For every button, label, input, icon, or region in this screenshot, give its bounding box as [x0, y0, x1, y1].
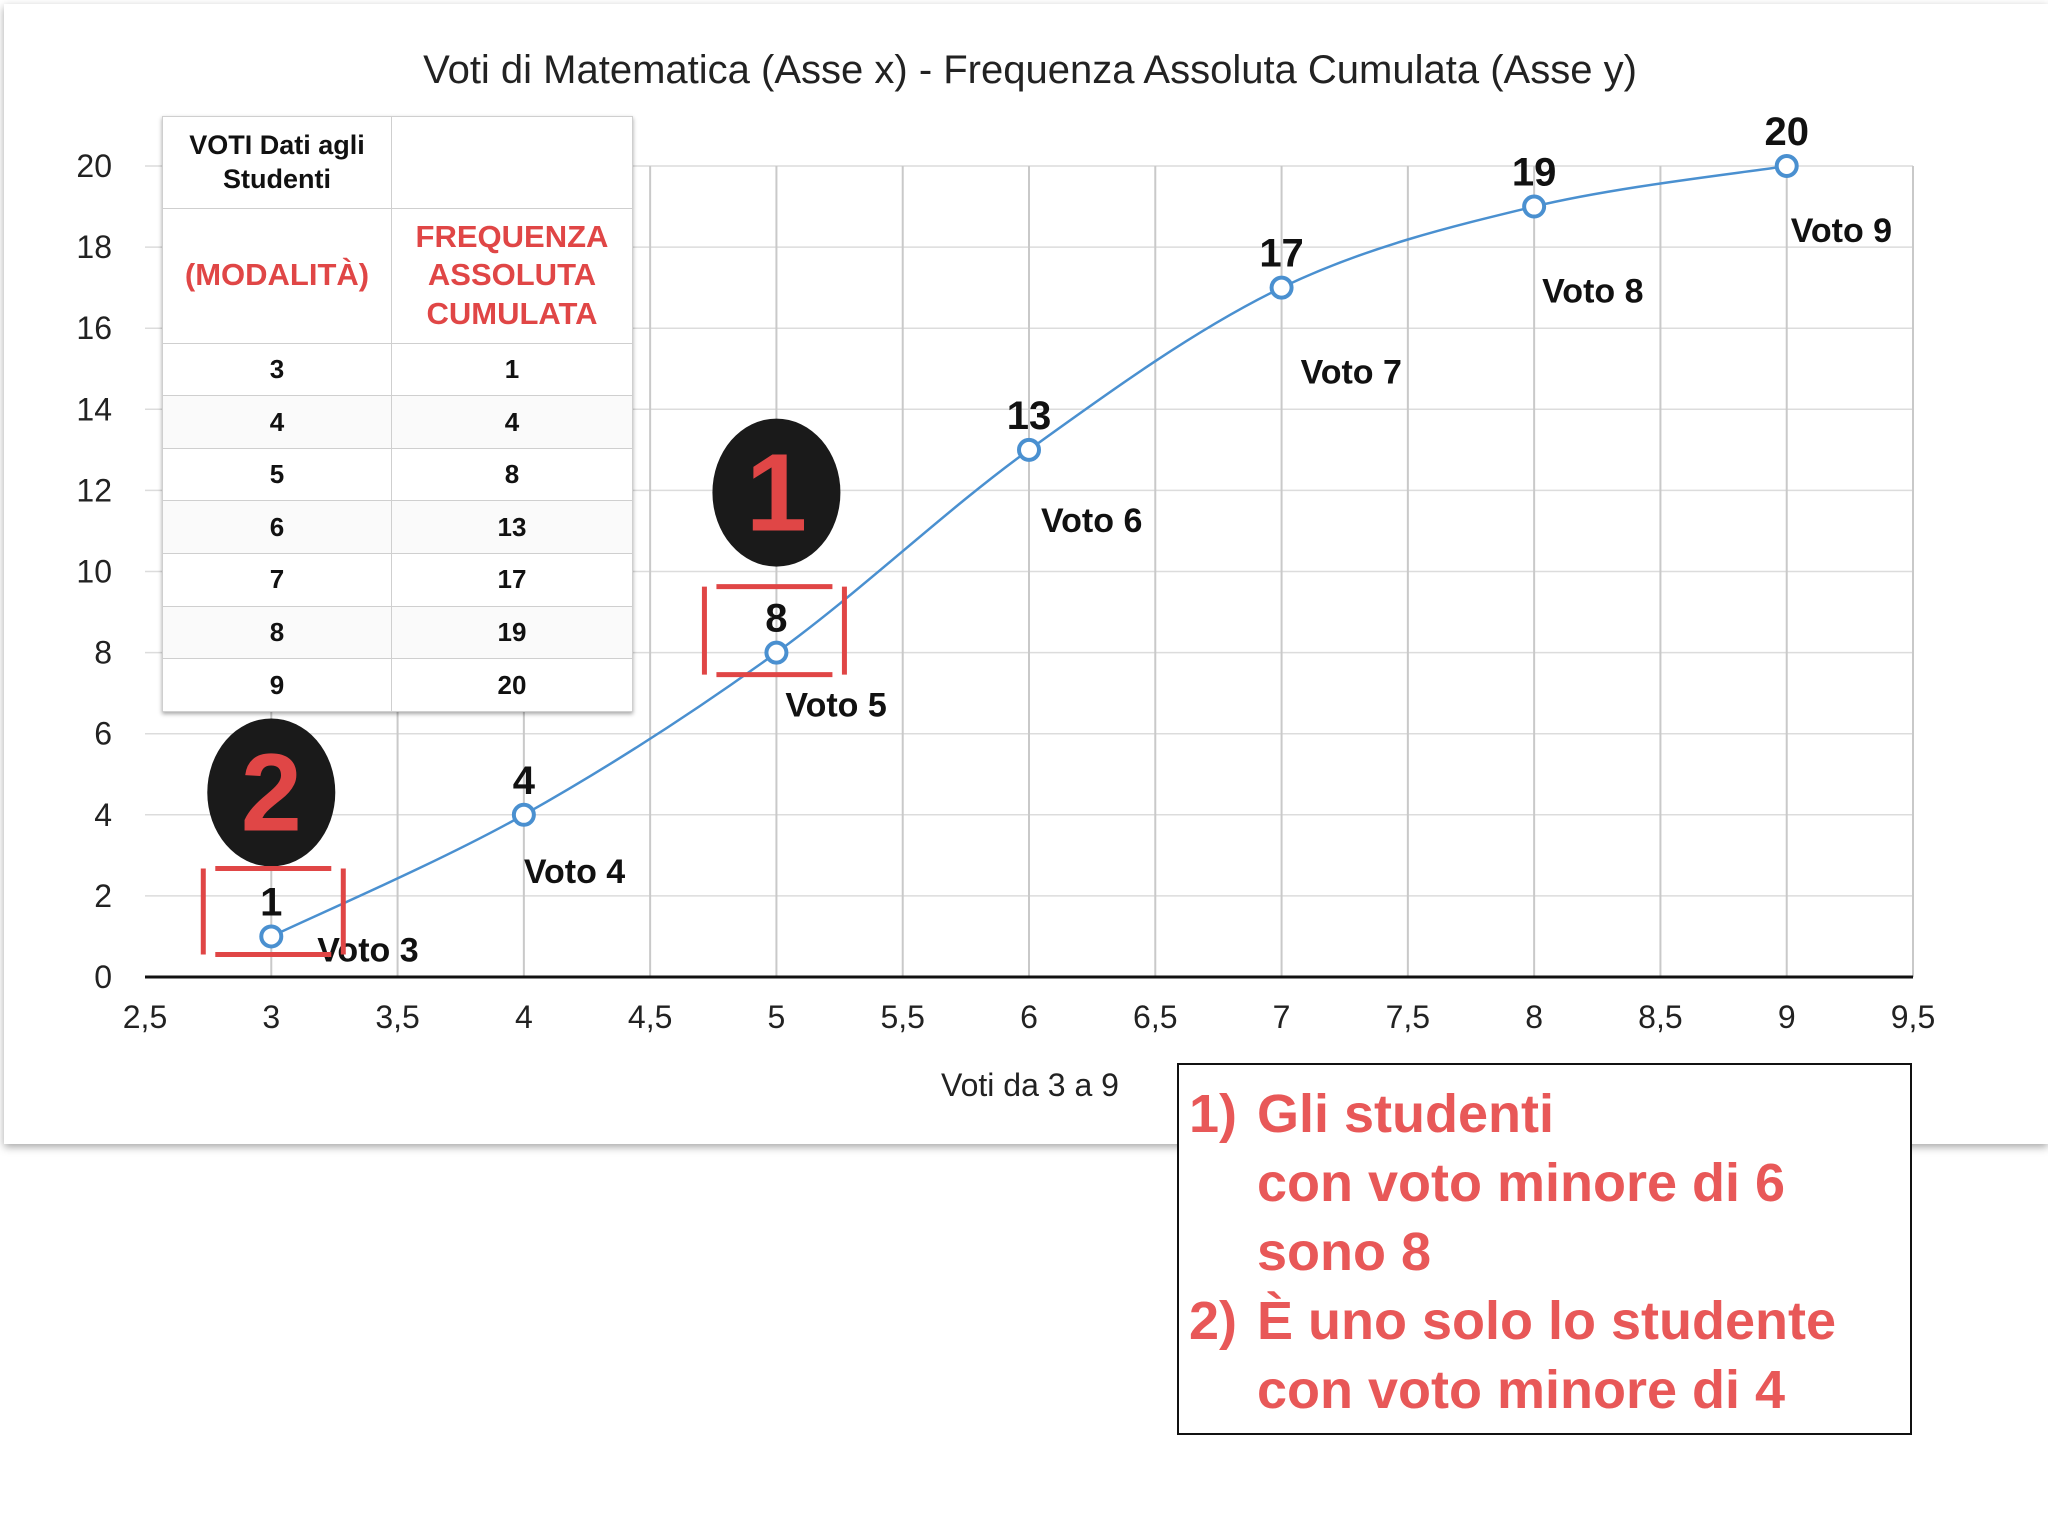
- x-tick-label: 8: [1525, 999, 1543, 1035]
- y-tick-label: 16: [76, 310, 112, 346]
- x-tick-label: 5,5: [880, 999, 924, 1035]
- table-cell-voto: 4: [162, 395, 392, 449]
- y-tick-label: 6: [94, 716, 112, 752]
- highlight-box: [200, 865, 346, 957]
- badge-circle: [207, 718, 336, 867]
- point-label: Voto 9: [1791, 212, 1892, 250]
- y-tick-label: 20: [76, 148, 112, 184]
- table-cell-frequenza: 8: [391, 447, 633, 502]
- point-label: Voto 8: [1542, 273, 1643, 311]
- x-axis-label: Voti da 3 a 9: [941, 1067, 1119, 1103]
- table-row: 9 20: [162, 658, 633, 712]
- y-tick-label: 12: [76, 472, 112, 508]
- table-row: 8 19: [162, 605, 633, 660]
- note-line-text: Gli studenti: [1257, 1084, 1554, 1144]
- table-cell-voto: 9: [162, 658, 392, 712]
- data-label: 19: [1512, 151, 1557, 195]
- table-cell-voto: 7: [162, 553, 392, 607]
- chart-title: Voti di Matematica (Asse x) - Frequenza …: [423, 48, 1637, 92]
- table-row: 6 13: [162, 500, 633, 555]
- y-tick-label: 8: [94, 635, 112, 671]
- y-tick-label: 14: [76, 391, 112, 427]
- table-row: 7 17: [162, 553, 633, 607]
- point-label: Voto 3: [317, 931, 418, 969]
- table-cell-frequenza: 17: [391, 553, 633, 607]
- note-line-text: con voto minore di 6: [1257, 1153, 1786, 1213]
- data-label: 8: [765, 597, 787, 641]
- table-header-voti: VOTI Dati agli Studenti: [162, 115, 392, 210]
- series-line: [259, 154, 1799, 949]
- x-tick-label: 9: [1778, 999, 1796, 1035]
- y-tick-label: 4: [94, 797, 112, 833]
- y-tick-label: 0: [94, 959, 112, 995]
- x-tick-label: 7: [1273, 999, 1291, 1035]
- x-tick-label: 2,5: [123, 999, 167, 1035]
- y-tick-label: 10: [76, 554, 112, 590]
- x-tick-label: 3: [262, 999, 280, 1035]
- x-tick-label: 5: [768, 999, 786, 1035]
- data-label: 13: [1007, 394, 1052, 438]
- table-header-empty: [391, 115, 633, 210]
- table-cell-voto: 6: [162, 500, 392, 555]
- data-point: [1522, 194, 1547, 219]
- data-point: [511, 802, 536, 827]
- table-cell-frequenza: 19: [391, 605, 633, 660]
- annotation-badge-1: 1: [712, 418, 841, 567]
- y-tick-label: 2: [94, 878, 112, 914]
- x-tick-label: 9,5: [1891, 999, 1935, 1035]
- data-label: 4: [513, 759, 536, 803]
- table-cell-voto: 3: [162, 342, 392, 397]
- badge-circle: [712, 418, 841, 567]
- x-tick-label: 7,5: [1386, 999, 1430, 1035]
- note-line-prefix: 2): [1189, 1291, 1238, 1351]
- data-point: [1774, 154, 1799, 178]
- note-line-prefix: 1): [1189, 1084, 1238, 1144]
- note-line-text: con voto minore di 4: [1257, 1360, 1786, 1420]
- data-point: [1269, 275, 1294, 300]
- data-label: 1: [260, 880, 282, 924]
- annotation-badge-2: 2: [207, 718, 336, 867]
- x-tick-label: 8,5: [1638, 999, 1682, 1035]
- y-tick-label: 18: [76, 229, 112, 265]
- highlight-box: [701, 584, 847, 678]
- note-line-text: È uno solo lo studente: [1257, 1291, 1836, 1351]
- note-box: 1) Gli studenti con voto minore di 6 sono 8…: [1177, 1063, 1912, 1435]
- x-tick-label: 6: [1020, 999, 1038, 1035]
- table-cell-frequenza: 4: [391, 395, 633, 449]
- badge-number: 1: [746, 432, 807, 555]
- data-table: VOTI Dati agli Studenti (MODALITÀ) FREQU…: [162, 115, 633, 712]
- data-point: [764, 640, 789, 665]
- x-tick-label: 6,5: [1133, 999, 1177, 1035]
- x-tick-label: 3,5: [375, 999, 419, 1035]
- data-point: [1017, 437, 1041, 462]
- point-label: Voto 4: [524, 853, 625, 891]
- data-label: 17: [1259, 232, 1304, 276]
- data-labels: 1 2 1 Voto 3 4 Voto 4 8 Voto 5 13 Voto 6 17 Voto 7 1…: [200, 110, 1892, 969]
- x-tick-label: 4,5: [628, 999, 672, 1035]
- data-label: 20: [1764, 110, 1809, 154]
- table-cell-voto: 8: [162, 605, 392, 660]
- table-cell-frequenza: 20: [391, 658, 633, 712]
- point-label: Voto 7: [1301, 354, 1402, 392]
- note-line-text: sono 8: [1257, 1222, 1432, 1282]
- table-cell-frequenza: 1: [391, 342, 633, 397]
- table-cell-frequenza: 13: [391, 500, 633, 555]
- badge-number: 2: [241, 731, 302, 854]
- table-header-frequenza: FREQUENZA ASSOLUTA CUMULATA: [391, 208, 633, 344]
- table-header-modalita: (MODALITÀ): [162, 208, 392, 344]
- x-tick-label: 4: [515, 999, 533, 1035]
- point-label: Voto 6: [1041, 502, 1142, 540]
- table-cell-voto: 5: [162, 447, 392, 502]
- point-label: Voto 5: [785, 687, 886, 725]
- data-point: [259, 924, 284, 949]
